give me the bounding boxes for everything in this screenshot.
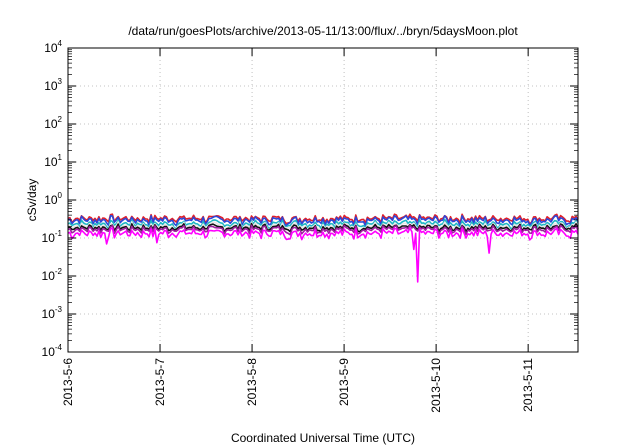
x-tick-label: 2013-5-10: [429, 358, 443, 413]
x-tick-label: 2013-5-8: [245, 358, 259, 406]
y-tick-label: 10-2: [42, 267, 63, 283]
x-tick-label: 2013-5-7: [153, 358, 167, 406]
series-line: [67, 221, 579, 233]
series-line: [67, 222, 579, 233]
y-tick-label: 103: [44, 77, 62, 93]
x-tick-label: 2013-5-6: [61, 358, 75, 406]
y-tick-label: 10-3: [42, 305, 63, 321]
ticks: [67, 47, 578, 353]
y-tick-label: 100: [44, 191, 62, 207]
y-tick-label: 102: [44, 115, 62, 131]
y-tick-label: 104: [44, 39, 62, 55]
series-line: [67, 227, 579, 283]
y-tick-labels: 10-4 10-3 10-2 10-1 100 101 102 103 104: [42, 39, 63, 359]
x-tick-label: 2013-5-11: [521, 358, 535, 412]
series-line: [67, 218, 579, 230]
y-tick-label: 10-4: [42, 343, 63, 359]
grid: [68, 48, 578, 352]
chart-title: /data/run/goesPlots/archive/2013-05-11/1…: [128, 24, 518, 38]
x-axis-label: Coordinated Universal Time (UTC): [231, 431, 415, 445]
y-tick-label: 101: [44, 153, 62, 169]
y-tick-label: 10-1: [42, 229, 63, 245]
series-line: [67, 214, 579, 227]
x-tick-label: 2013-5-9: [337, 358, 351, 406]
y-axis-label: cSv/day: [25, 179, 39, 222]
series-line: [67, 224, 579, 236]
series-group: [67, 213, 579, 283]
x-tick-labels: 2013-5-6 2013-5-7 2013-5-8 2013-5-9 2013-5-1…: [61, 358, 535, 413]
